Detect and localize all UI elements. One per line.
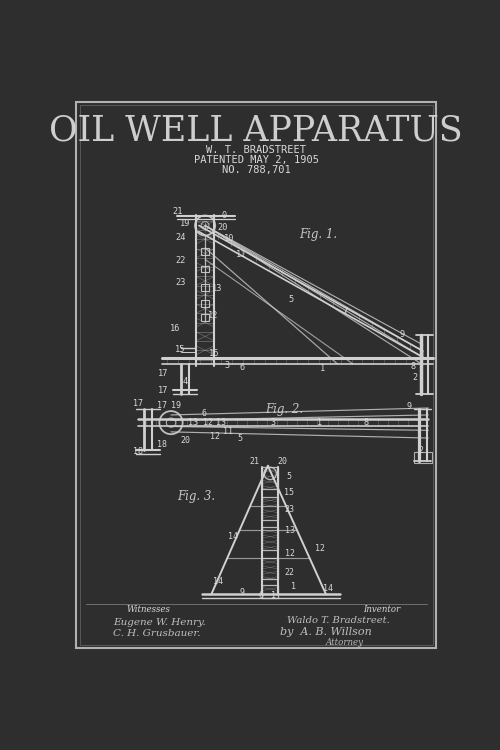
Text: 12: 12 — [210, 432, 220, 441]
Text: 24: 24 — [175, 233, 186, 242]
Text: 13: 13 — [212, 284, 223, 293]
Text: Fig. 1.: Fig. 1. — [299, 228, 337, 242]
Text: 18: 18 — [156, 440, 166, 448]
Text: 11: 11 — [236, 250, 247, 259]
Text: 12: 12 — [284, 549, 294, 558]
Text: by  A. B. Willson: by A. B. Willson — [280, 627, 371, 637]
Text: C. H. Grusbauer.: C. H. Grusbauer. — [113, 629, 200, 638]
Bar — [262, 527, 278, 550]
Text: 9: 9 — [406, 402, 412, 411]
Text: 17: 17 — [158, 369, 168, 378]
Bar — [201, 300, 209, 307]
Text: 17: 17 — [158, 386, 168, 394]
Text: 6: 6 — [258, 592, 264, 601]
Text: 9: 9 — [400, 329, 404, 338]
Bar — [201, 266, 209, 272]
Text: 15: 15 — [175, 345, 186, 354]
Text: 16: 16 — [170, 324, 181, 333]
Text: 23: 23 — [175, 278, 186, 287]
Text: 2: 2 — [412, 373, 418, 382]
Bar — [262, 558, 278, 579]
Text: Fig. 3.: Fig. 3. — [177, 490, 216, 503]
Text: 17: 17 — [156, 401, 166, 410]
Text: 5: 5 — [288, 295, 294, 304]
Text: 1: 1 — [291, 582, 296, 591]
Text: OIL WELL APPARATUS: OIL WELL APPARATUS — [50, 113, 463, 147]
Text: 21: 21 — [250, 458, 260, 466]
Text: 19: 19 — [180, 220, 190, 229]
Text: 8: 8 — [410, 362, 416, 371]
Text: 20: 20 — [278, 458, 287, 466]
Text: 9: 9 — [240, 587, 245, 596]
Text: 3: 3 — [271, 419, 276, 428]
Text: 10: 10 — [224, 234, 234, 243]
Text: 21: 21 — [172, 207, 182, 216]
Text: 2: 2 — [418, 446, 423, 454]
Text: Waldo T. Bradstreet.: Waldo T. Bradstreet. — [287, 616, 390, 625]
Text: 0: 0 — [221, 211, 226, 220]
Bar — [262, 585, 278, 598]
Text: 17: 17 — [134, 399, 143, 408]
Text: 12: 12 — [208, 311, 218, 320]
Text: 3: 3 — [225, 362, 230, 370]
Text: 12: 12 — [203, 419, 213, 428]
Text: 14: 14 — [228, 532, 238, 541]
Text: 14: 14 — [212, 577, 222, 586]
Text: 16: 16 — [209, 349, 220, 358]
Text: 8: 8 — [364, 419, 369, 428]
Text: 14: 14 — [322, 584, 332, 593]
Text: Attorney: Attorney — [326, 638, 364, 647]
Text: W. T. BRADSTREET: W. T. BRADSTREET — [206, 145, 306, 155]
Text: Witnesses: Witnesses — [126, 605, 170, 614]
Bar — [262, 496, 278, 520]
Text: 22: 22 — [175, 256, 186, 265]
Text: NO. 788,701: NO. 788,701 — [222, 165, 290, 175]
Text: 4: 4 — [182, 376, 188, 386]
Text: 5: 5 — [238, 434, 242, 443]
Text: 20: 20 — [180, 436, 190, 445]
Text: 12: 12 — [315, 544, 325, 553]
Text: 20: 20 — [218, 223, 228, 232]
Text: 6: 6 — [240, 364, 245, 373]
Text: 13: 13 — [216, 419, 226, 428]
Text: 7: 7 — [343, 308, 348, 316]
Text: 13: 13 — [284, 526, 294, 535]
Text: 1: 1 — [271, 592, 276, 601]
Text: PATENTED MAY 2, 1905: PATENTED MAY 2, 1905 — [194, 155, 319, 165]
Text: 18: 18 — [134, 448, 143, 457]
Text: 6: 6 — [201, 409, 206, 418]
Text: Inventor: Inventor — [363, 605, 401, 614]
Text: 11: 11 — [224, 427, 234, 436]
Text: 1: 1 — [320, 364, 325, 374]
Bar — [414, 452, 432, 463]
Text: Fig. 2.: Fig. 2. — [266, 403, 304, 416]
Bar — [201, 314, 209, 321]
Text: 13: 13 — [188, 419, 198, 428]
Text: 22: 22 — [284, 568, 294, 578]
Text: 23: 23 — [284, 506, 294, 515]
Bar — [201, 284, 209, 291]
Text: 15: 15 — [284, 488, 294, 497]
Text: 1: 1 — [318, 419, 322, 428]
Text: 19: 19 — [172, 401, 181, 410]
Bar — [201, 248, 209, 255]
Bar — [262, 467, 278, 489]
Text: 5: 5 — [286, 472, 292, 481]
Text: Eugene W. Henry.: Eugene W. Henry. — [113, 617, 206, 626]
